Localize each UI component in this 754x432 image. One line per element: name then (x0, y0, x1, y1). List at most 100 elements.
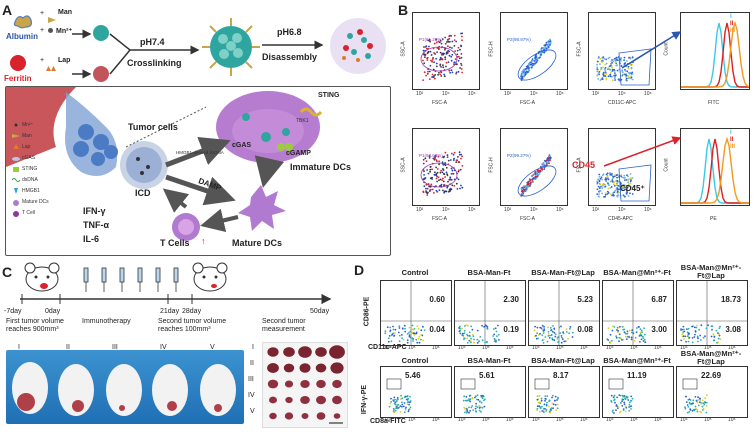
flow-dot (463, 336, 465, 339)
flow-dot (630, 331, 633, 334)
flow-dot (607, 182, 609, 184)
flow-dot (596, 68, 599, 70)
flow-dot (395, 400, 398, 403)
flow-dot (611, 180, 614, 183)
flow-dot (394, 401, 397, 403)
flow-dot (681, 332, 684, 335)
flow-dot (424, 157, 427, 160)
flow-dot (423, 185, 426, 188)
flow-dot (431, 168, 433, 171)
flow-dot (615, 188, 618, 190)
flow-dot (448, 69, 451, 72)
flow-dot (476, 338, 479, 341)
flow-dot (433, 52, 435, 54)
flow-dot (470, 337, 472, 340)
flow-dot (473, 338, 475, 341)
flow-dot (532, 181, 534, 183)
flow-dot (687, 327, 690, 330)
flow-dot (455, 182, 458, 185)
flow-dot (495, 339, 497, 342)
flow-dot (691, 337, 694, 339)
flow-dot (614, 79, 616, 81)
flow-dot (597, 195, 600, 198)
flow-dot (627, 184, 629, 187)
flow-dot (428, 78, 431, 80)
flow-dot (705, 411, 708, 414)
flow-dot (600, 67, 603, 70)
flow-dot (458, 330, 461, 333)
histogram-pe (680, 128, 750, 206)
flow-dot (603, 196, 605, 198)
flow-dot (543, 403, 546, 406)
flow-dot (397, 398, 399, 401)
flow-dot (454, 58, 457, 60)
flow-dot (428, 185, 431, 188)
flow-dot (450, 55, 453, 58)
flow-dot (616, 331, 619, 334)
flow-dot (549, 411, 552, 414)
flow-dot (596, 75, 599, 77)
flow-dot (642, 337, 645, 339)
d-tick: 10⁶ (654, 417, 662, 423)
flow-dot (442, 66, 445, 69)
flow-dot (549, 155, 551, 158)
flow-dot (399, 405, 402, 407)
ifn-gate (534, 378, 550, 390)
flow-dot (685, 395, 687, 398)
flow-dot (613, 395, 616, 397)
flow-dot (438, 41, 441, 44)
flow-dot (625, 406, 628, 409)
flow-dot (437, 74, 439, 76)
flow-dot (464, 325, 466, 327)
flow-dot (439, 39, 442, 42)
d-gate-dots (460, 378, 486, 414)
tumor-sample (267, 379, 279, 389)
flow-xlabel: FSC-A (520, 100, 535, 106)
flow-dot (472, 409, 475, 411)
flow-dot (625, 79, 627, 81)
flow-dot (612, 60, 615, 63)
flow-dot (421, 325, 424, 328)
flow-dot (597, 78, 599, 80)
flow-dot (684, 407, 687, 410)
flow-dot (435, 166, 437, 169)
flow-dot (549, 327, 552, 329)
flow-dot (538, 394, 541, 397)
flow-dot (615, 64, 618, 67)
flow-dot (415, 331, 418, 334)
flow-dot (554, 333, 557, 335)
flow-dot (439, 56, 442, 59)
flow-dot (639, 341, 641, 343)
flow-dot (614, 72, 616, 74)
tumor-sample (316, 395, 326, 405)
d-upper-right-value: 5.23 (577, 295, 593, 304)
flow-dot (693, 336, 696, 338)
flow-dot (433, 77, 436, 80)
flow-dot (622, 398, 625, 401)
flow-dot (619, 394, 622, 397)
flow-dot (606, 175, 609, 178)
d-quadrant-plot: 6.87 3.00 (602, 280, 674, 346)
flow-dot (694, 408, 697, 411)
d-tick: 10⁶ (506, 345, 514, 351)
d-quadrant-dots (455, 281, 525, 345)
flow-dot (387, 337, 390, 340)
flow-dot (606, 193, 609, 195)
d-tick: 10⁵ (630, 345, 638, 351)
flow-dot (598, 187, 601, 189)
flow-dot (439, 178, 442, 181)
flow-dot (707, 324, 709, 327)
flow-dot (444, 190, 446, 193)
flow-dot (596, 70, 599, 73)
histogram-curve-1 (681, 22, 749, 88)
flow-dot (417, 328, 420, 330)
flow-dot (610, 60, 613, 63)
gate-p2 (517, 165, 557, 197)
flow-dot (438, 185, 441, 187)
flow-dot (697, 396, 699, 399)
flow-dot (719, 338, 722, 341)
flow-dot (621, 400, 623, 403)
flow-dot (596, 66, 599, 69)
flow-dot (557, 397, 559, 400)
flow-dot (621, 71, 624, 74)
